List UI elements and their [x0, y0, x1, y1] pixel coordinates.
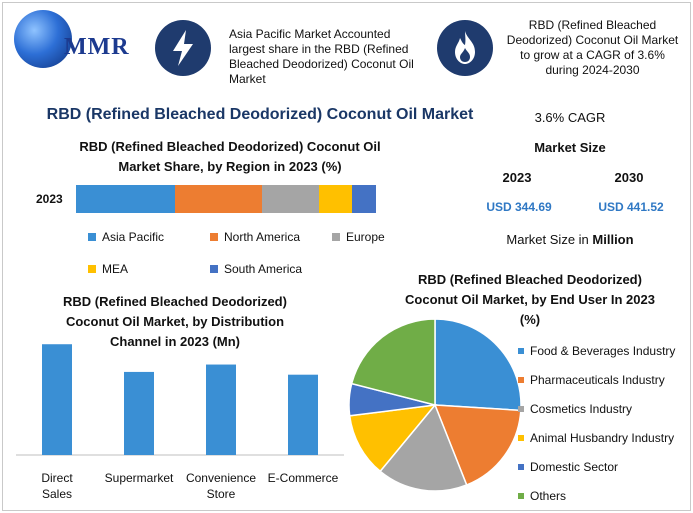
channel-tick-label-convenience-store-2: Store: [207, 487, 236, 501]
legend-swatch: [88, 233, 96, 241]
legend-label: Pharmaceuticals Industry: [530, 372, 665, 387]
header-note-left: Asia Pacific Market Accounted largest sh…: [229, 27, 414, 86]
region-legend-mea: MEA: [88, 262, 128, 276]
region-category-label: 2023: [36, 192, 63, 206]
market-size-unit: Market Size in Million: [490, 232, 650, 247]
channel-tick-label-supermarket: Supermarket: [105, 471, 174, 485]
legend-label: Domestic Sector: [530, 459, 619, 474]
market-size-unit-strong: Million: [592, 232, 634, 247]
channel-tick-label-direct-sales-1: Direct: [41, 471, 73, 485]
region-segment-asia-pacific: [76, 185, 175, 213]
legend-swatch: [518, 376, 524, 383]
page-title: RBD (Refined Bleached Deodorized) Coconu…: [46, 106, 474, 123]
channel-bar-e-commerce: [288, 374, 318, 455]
legend-label: Food & Beverages Industry: [530, 343, 676, 358]
region-chart-title: RBD (Refined Bleached Deodorized) Coconu…: [79, 139, 381, 174]
header-note-right: RBD (Refined Bleached Deodorized) Coconu…: [506, 18, 679, 77]
enduser-legend-animal-husbandry-industry: Animal Husbandry Industry: [518, 423, 675, 452]
market-size-value-2030: USD 441.52: [598, 200, 664, 214]
brand-logo-text: MMR: [64, 34, 130, 60]
channel-bar-convenience-store: [206, 364, 236, 455]
legend-label: Asia Pacific: [102, 230, 165, 244]
enduser-legend-cosmetics-industry: Cosmetics Industry: [518, 394, 675, 423]
market-size-unit-text: Market Size in: [506, 232, 593, 247]
pie-slice-food-and-beverages-industry: [434, 318, 522, 412]
legend-swatch: [88, 265, 96, 273]
legend-swatch: [332, 233, 340, 241]
legend-label: Cosmetics Industry: [530, 401, 633, 416]
market-size-heading: Market Size: [534, 140, 606, 155]
enduser-chart-title: RBD (Refined Bleached Deodorized) Coconu…: [405, 272, 655, 327]
channel-bar-direct-sales: [42, 344, 72, 455]
market-size-year-2030: 2030: [614, 170, 644, 185]
channel-chart-title: RBD (Refined Bleached Deodorized) Coconu…: [63, 294, 287, 349]
market-size-value-2023: USD 344.69: [486, 200, 552, 214]
enduser-legend: Food & Beverages Industry Pharmaceuticals…: [518, 336, 675, 510]
region-segment-mea: [319, 185, 352, 213]
globe-logo-icon: [14, 10, 72, 68]
flame-icon: [437, 20, 493, 76]
region-segment-europe: [262, 185, 319, 213]
region-legend-asia-pacific: Asia Pacific: [88, 230, 164, 244]
market-size-year-2023: 2023: [502, 170, 532, 185]
region-legend-north-america: North America: [210, 230, 300, 244]
region-stacked-bar: [76, 185, 376, 213]
legend-swatch: [210, 233, 218, 241]
region-legend-south-america: South America: [210, 262, 302, 276]
channel-tick-label-convenience-store-1: Convenience: [186, 471, 256, 485]
cagr-label: 3.6% CAGR: [534, 110, 606, 125]
legend-swatch: [210, 265, 218, 273]
legend-swatch: [518, 492, 524, 499]
pie-slice-cosmetics-industry: [379, 403, 468, 492]
channel-tick-label-direct-sales-2: Sales: [42, 487, 72, 501]
legend-label: Europe: [346, 230, 385, 244]
region-segment-north-america: [175, 185, 262, 213]
legend-swatch: [518, 347, 524, 354]
enduser-pie-chart: [348, 318, 522, 492]
channel-bar-chart: Direct Sales Supermarket Convenience Store E-…: [16, 344, 344, 501]
enduser-legend-domestic-sector: Domestic Sector: [518, 452, 675, 481]
channel-tick-label-e-commerce: E-Commerce: [268, 471, 339, 485]
legend-swatch: [518, 405, 524, 412]
legend-swatch: [518, 434, 524, 441]
legend-label: Animal Husbandry Industry: [530, 430, 675, 445]
legend-label: North America: [224, 230, 301, 244]
pie-slice-pharmaceuticals-industry: [433, 404, 522, 486]
legend-swatch: [518, 463, 524, 470]
pie-slice-others: [350, 318, 436, 406]
enduser-legend-others: Others: [518, 481, 675, 510]
pie-slice-animal-husbandry-industry: [348, 404, 437, 473]
channel-bar-supermarket: [124, 371, 154, 455]
region-legend-europe: Europe: [332, 230, 385, 244]
region-segment-south-america: [352, 185, 376, 213]
legend-label: South America: [224, 262, 303, 276]
legend-label: Others: [530, 488, 567, 503]
enduser-legend-pharmaceuticals-industry: Pharmaceuticals Industry: [518, 365, 675, 394]
lightning-icon: [155, 20, 211, 76]
enduser-legend-food-and-beverages-industry: Food & Beverages Industry: [518, 336, 675, 365]
legend-label: MEA: [102, 262, 129, 276]
